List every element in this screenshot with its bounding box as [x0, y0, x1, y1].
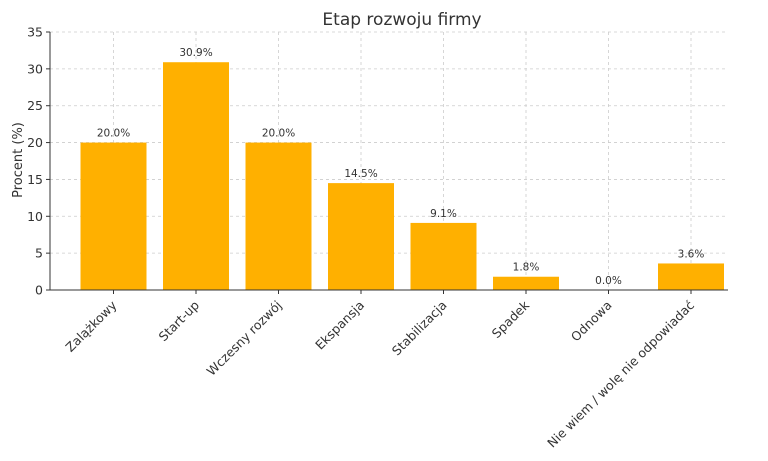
y-tick-label: 35 — [27, 25, 43, 40]
bar — [410, 222, 477, 290]
bar-value-label: 3.6% — [678, 248, 705, 260]
y-tick-label: 0 — [35, 283, 43, 298]
chart-title: Etap rozwoju firmy — [322, 10, 481, 30]
data-labels: 20.0% 30.9% 20.0% 14.5% 9.1% 1.8% 0.0% 3.6% — [97, 47, 705, 287]
bar — [245, 142, 312, 290]
bar-value-label: 9.1% — [430, 208, 457, 220]
y-tick-label: 20 — [27, 135, 43, 150]
bar-value-label: 30.9% — [179, 47, 212, 59]
axes — [46, 31, 728, 294]
bar-value-label: 20.0% — [262, 128, 295, 140]
x-tick-label: Wczesny rozwój — [204, 298, 285, 379]
x-tick-label: Nie wiem / wolę nie odpowiadać — [544, 297, 697, 450]
bars — [80, 62, 724, 291]
x-tick-label: Stabilizacja — [389, 298, 450, 359]
y-tick-labels: 0 5 10 15 20 25 30 35 — [27, 25, 43, 298]
y-tick-label: 5 — [35, 246, 43, 261]
bar-value-label: 20.0% — [97, 128, 130, 140]
x-tick-label: Odnowa — [568, 298, 615, 345]
bar-value-label: 1.8% — [513, 262, 540, 274]
bar — [658, 263, 724, 290]
x-tick-label: Ekspansja — [312, 298, 367, 353]
x-tick-label: Start-up — [156, 297, 203, 344]
bar — [163, 62, 229, 291]
y-tick-label: 10 — [27, 209, 43, 224]
bar — [493, 276, 559, 290]
bar-value-label: 14.5% — [344, 168, 377, 180]
y-tick-label: 25 — [27, 98, 43, 113]
x-tick-label: Zalążkowy — [62, 297, 120, 355]
y-tick-label: 15 — [27, 172, 43, 187]
bar — [80, 142, 147, 290]
bar-value-label: 0.0% — [595, 275, 622, 287]
bar — [328, 183, 394, 290]
y-tick-label: 30 — [27, 61, 43, 76]
x-tick-label: Spadek — [489, 297, 533, 341]
x-tick-labels: Zalążkowy Start-up Wczesny rozwój Ekspansja… — [62, 297, 697, 450]
y-axis-label: Procent (%) — [11, 122, 26, 198]
